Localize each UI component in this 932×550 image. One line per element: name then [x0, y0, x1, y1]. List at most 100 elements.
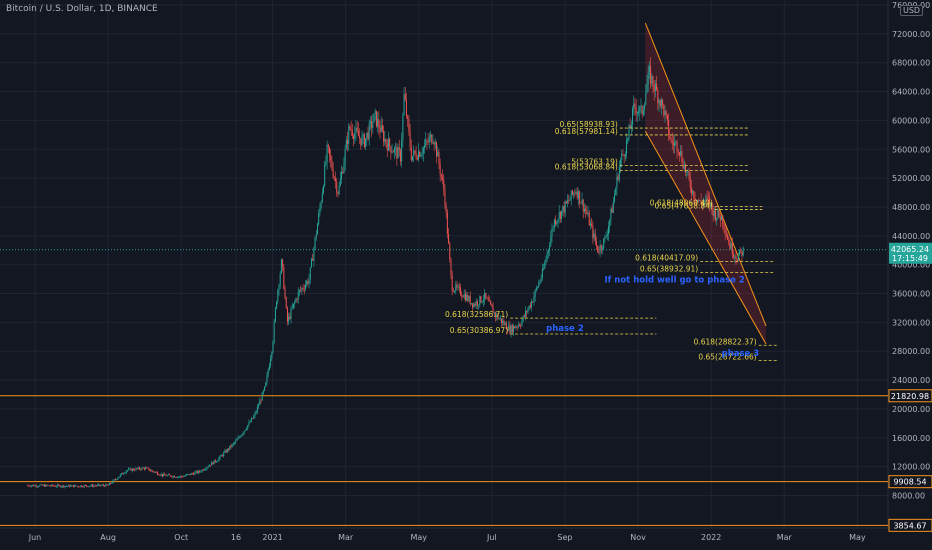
price-tick-label: 56000.00 — [892, 145, 930, 154]
candle-body — [390, 146, 392, 153]
candle-body — [81, 485, 83, 487]
candle-body — [711, 202, 713, 208]
candle-body — [674, 142, 676, 146]
candle-body — [96, 484, 98, 486]
candle-body — [274, 308, 276, 322]
price-tick-label: 68000.00 — [892, 59, 930, 68]
candle-body — [428, 137, 430, 143]
candle-body — [337, 192, 339, 194]
candle-body — [169, 474, 171, 476]
candle-body — [491, 304, 493, 307]
candle-body — [734, 256, 736, 258]
candle-body — [397, 147, 399, 159]
level-price-label: 3854.67 — [893, 521, 926, 530]
candle-body — [629, 125, 631, 129]
price-tick-label: 16000.00 — [892, 434, 930, 443]
candle-body — [523, 315, 525, 317]
candle-body — [391, 151, 393, 153]
candle-body — [373, 113, 375, 123]
price-tick-label: 64000.00 — [892, 88, 930, 97]
candle-body — [164, 473, 166, 476]
level-price-label: 21820.98 — [891, 392, 929, 401]
candle-body — [313, 248, 315, 261]
candle-body — [369, 121, 371, 123]
candle-body — [295, 298, 297, 303]
candle-body — [573, 192, 575, 195]
candle-body — [532, 301, 534, 303]
candle-body — [534, 290, 536, 297]
candle-body — [737, 254, 739, 261]
symbol-legend[interactable]: Bitcoin / U.S. Dollar, 1D, BINANCE — [6, 4, 158, 14]
candle-body — [356, 127, 358, 131]
candle-body — [648, 66, 650, 72]
time-tick-label: Jun — [28, 533, 42, 542]
candle-body — [211, 462, 213, 466]
candle-body — [84, 485, 86, 487]
candle-body — [387, 138, 389, 151]
candle-body — [543, 268, 545, 270]
candle-body — [392, 151, 394, 153]
time-tick-label: 2022 — [701, 533, 721, 542]
candle-body — [473, 304, 475, 308]
candle-body — [333, 177, 335, 179]
candle-body — [558, 212, 560, 220]
candle-body — [147, 467, 149, 469]
candle-body — [366, 132, 368, 139]
candle-body — [615, 188, 617, 196]
candle-body — [663, 104, 665, 116]
candle-body — [449, 243, 451, 259]
candle-body — [395, 147, 397, 149]
candle-body — [126, 470, 128, 471]
candle-body — [496, 314, 498, 317]
candle-body — [361, 136, 363, 146]
candle-body — [728, 239, 730, 243]
candle-body — [243, 430, 245, 434]
candle-body — [490, 301, 492, 305]
candle-body — [595, 241, 597, 246]
candle-body — [502, 320, 504, 323]
candle-body — [476, 301, 478, 306]
candle-body — [563, 206, 565, 213]
candle-body — [379, 128, 381, 133]
candle-body — [472, 303, 474, 308]
channel-lower-line — [644, 130, 767, 345]
time-tick-label: 2021 — [262, 533, 282, 542]
candle-body — [540, 277, 542, 282]
candle-body — [485, 292, 487, 298]
candle-body — [94, 485, 96, 487]
candle-body — [499, 318, 501, 320]
candle-body — [280, 259, 282, 274]
candle-body — [196, 471, 198, 474]
time-tick-label: Mar — [777, 533, 793, 542]
candle-body — [95, 485, 97, 487]
candle-body — [327, 144, 329, 148]
candle-body — [304, 284, 306, 290]
candle-body — [62, 485, 64, 487]
candle-body — [422, 147, 424, 154]
candle-body — [713, 210, 715, 217]
candle-body — [45, 484, 47, 487]
candle-body — [404, 93, 406, 101]
candle-body — [117, 477, 119, 480]
candle-body — [716, 217, 718, 221]
candle-body — [349, 126, 351, 129]
candle-body — [699, 200, 701, 202]
candle-body — [632, 108, 634, 125]
candle-body — [721, 215, 723, 221]
candle-body — [145, 467, 147, 470]
candle-body — [690, 187, 692, 194]
candle-body — [371, 121, 373, 129]
candle-body — [291, 307, 293, 309]
candle-body — [723, 224, 725, 229]
currency-label[interactable]: USD — [900, 5, 924, 16]
candle-body — [53, 485, 55, 487]
candle-body — [561, 210, 563, 219]
candle-body — [408, 118, 410, 131]
candle-body — [238, 436, 240, 438]
fib-level-label: 0.65(26722.66) — [698, 352, 756, 361]
candle-body — [450, 258, 452, 275]
candle-body — [432, 141, 434, 144]
candle-body — [48, 485, 50, 487]
candle-body — [724, 228, 726, 234]
